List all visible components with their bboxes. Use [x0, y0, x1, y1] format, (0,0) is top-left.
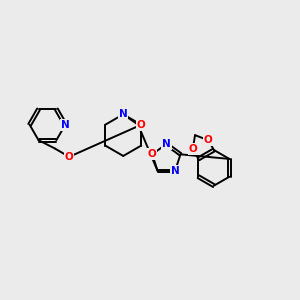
Text: N: N: [61, 120, 70, 130]
Text: O: O: [65, 152, 74, 162]
Text: N: N: [162, 139, 171, 149]
Text: O: O: [148, 149, 157, 159]
Text: O: O: [137, 120, 146, 130]
Text: O: O: [204, 135, 213, 145]
Text: N: N: [119, 109, 128, 119]
Text: O: O: [188, 144, 197, 154]
Text: N: N: [171, 166, 179, 176]
